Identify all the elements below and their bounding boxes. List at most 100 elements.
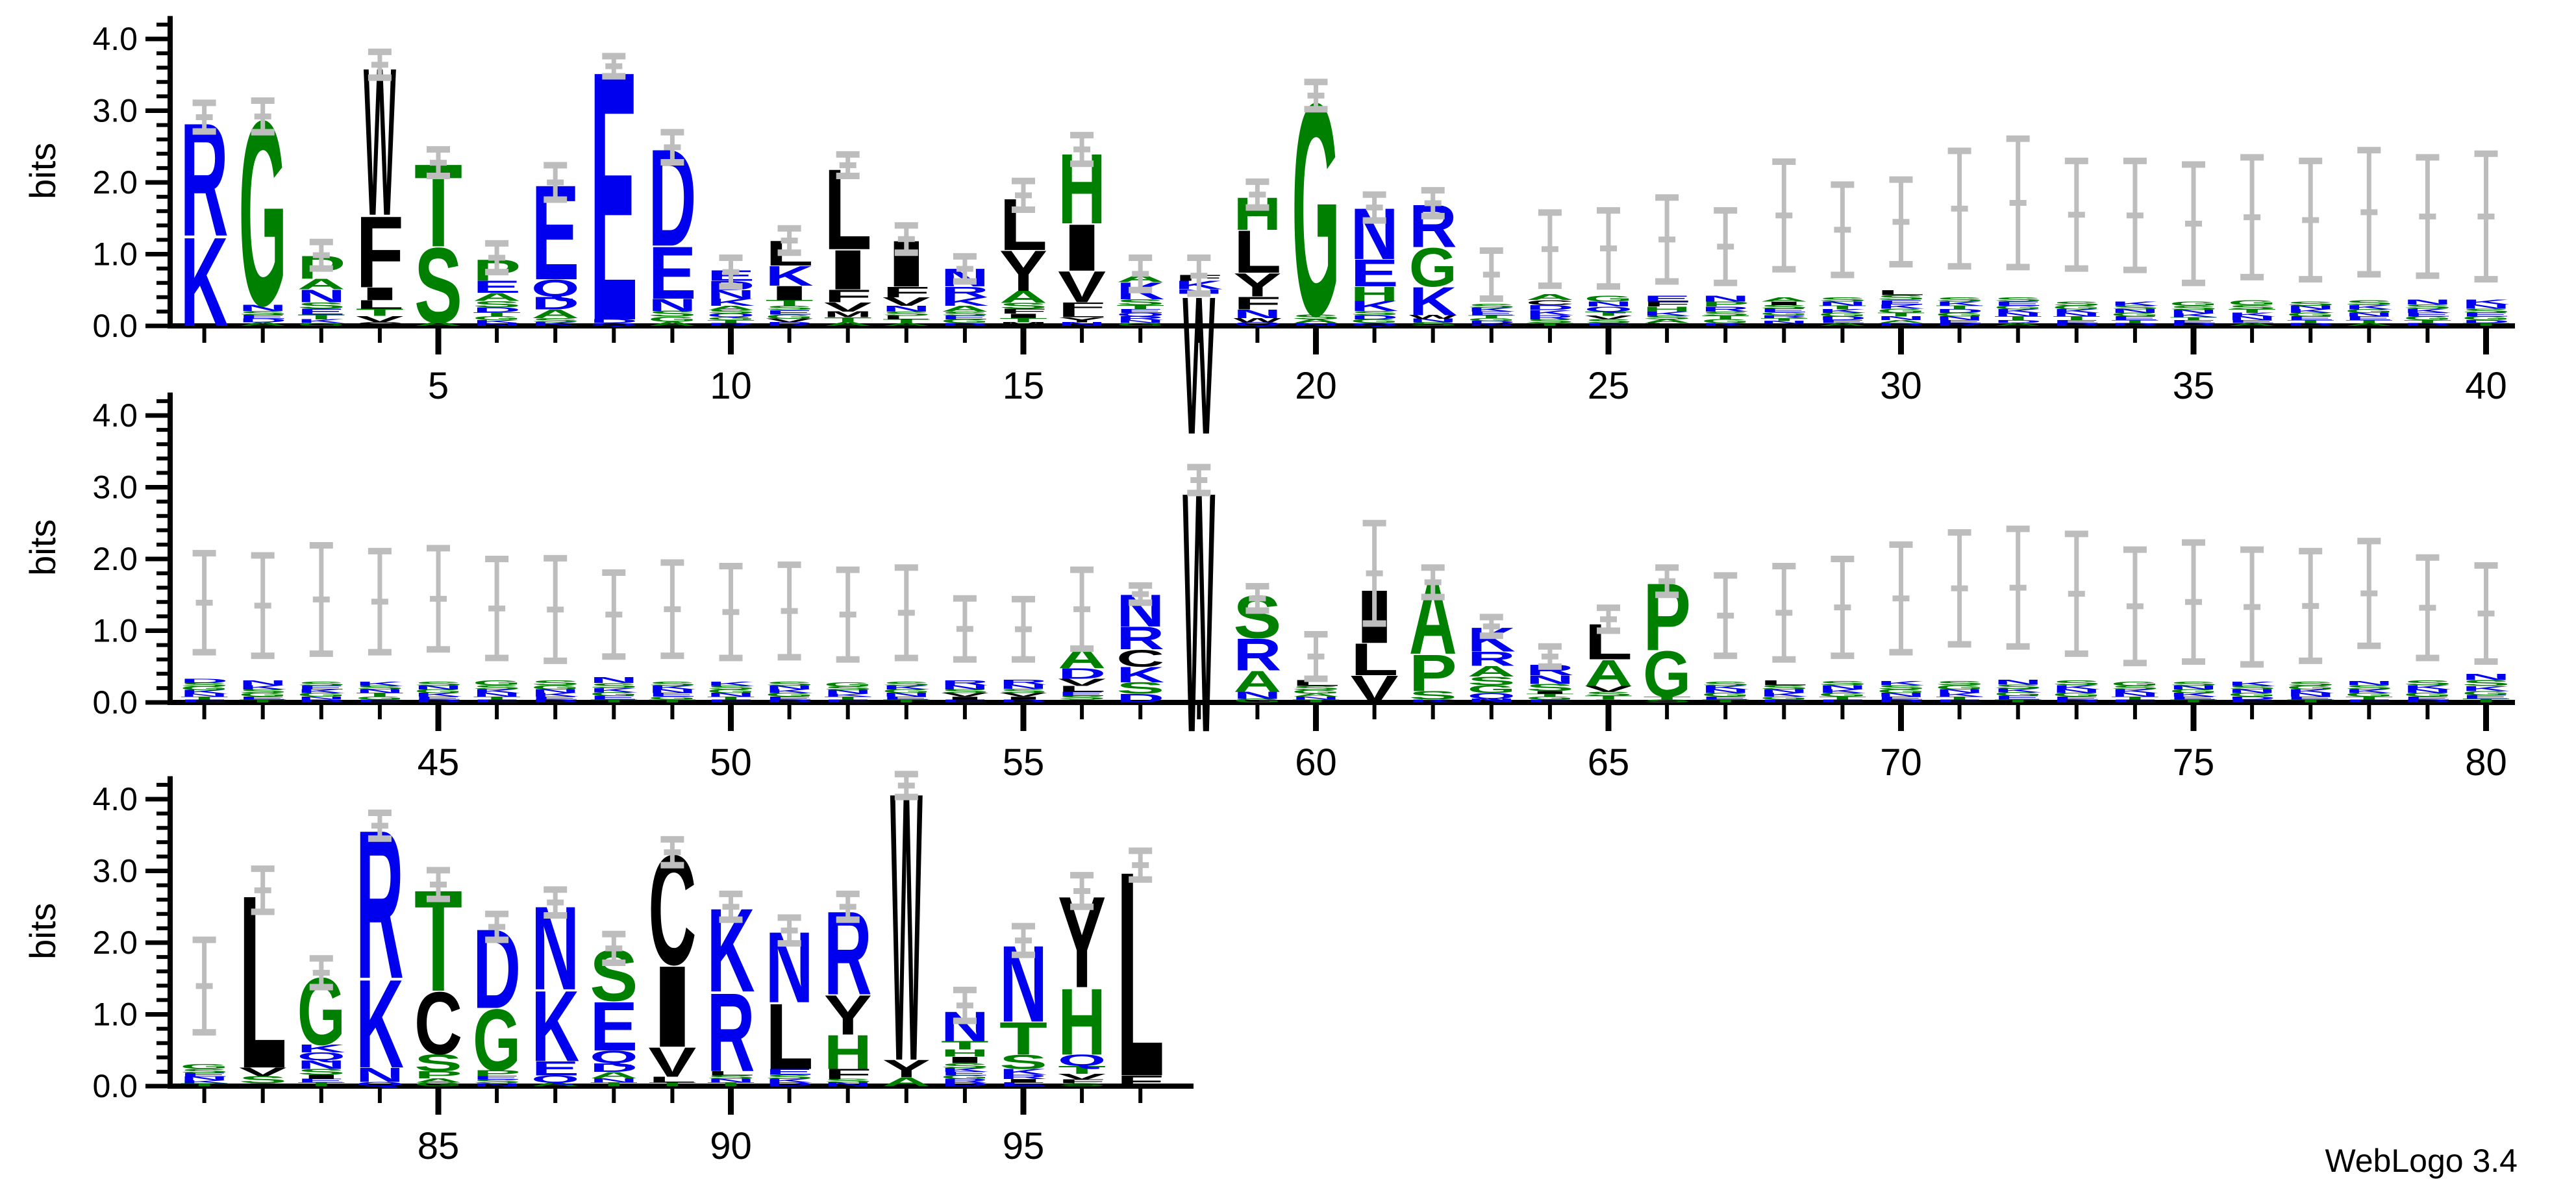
error-bar: [1070, 872, 1094, 910]
error-bar: [894, 222, 918, 256]
logo-letter-S: S: [1818, 680, 1866, 686]
error-bar: [309, 238, 333, 272]
logo-letter-K: K: [2170, 692, 2218, 698]
logo-letter-E: E: [473, 699, 521, 703]
x-tick-label: 5: [428, 365, 449, 407]
error-bar: [894, 771, 918, 800]
logo-letter-E: E: [1584, 322, 1632, 327]
logo-letter-G: G: [531, 684, 579, 691]
error-bar: [2299, 547, 2323, 664]
logo-letter-E: E: [1701, 696, 1749, 700]
logo-letter-M: M: [824, 310, 872, 319]
logo-letter-E: E: [1877, 696, 1925, 700]
error-bar: [2474, 562, 2498, 665]
logo-letter-S: S: [941, 1062, 989, 1070]
logo-letter-R: R: [1701, 305, 1749, 313]
error-bar: [2357, 538, 2381, 649]
x-tick-label: 10: [710, 365, 752, 407]
x-tick-label: 15: [1003, 365, 1045, 407]
logo-letter-N: N: [356, 689, 404, 695]
error-bar: [485, 556, 509, 662]
logo-letter-I: I: [941, 1055, 989, 1065]
logo-letter-V: V: [1584, 684, 1633, 693]
logo-letter-P: P: [1701, 301, 1749, 308]
logo-letter-Y: Y: [882, 1055, 931, 1084]
y-axis-title: bits: [22, 903, 63, 960]
logo-letter-N: N: [1584, 301, 1632, 308]
logo-letter-F: F: [1116, 1072, 1164, 1089]
logo-letter-T: T: [1994, 316, 2042, 321]
error-bar: [1012, 923, 1035, 958]
logo-letter-S: S: [1292, 313, 1340, 321]
logo-letter-T: T: [1292, 699, 1340, 703]
logo-letter-G: G: [297, 322, 345, 327]
logo-letter-T: T: [2403, 319, 2451, 324]
logo-letter-E: E: [882, 696, 931, 700]
logo-letter-N: N: [824, 1082, 872, 1087]
logo-letter-N: N: [531, 689, 579, 695]
logo-letter-K: K: [941, 295, 989, 308]
logo-letter-T: T: [2111, 696, 2159, 700]
logo-letter-A: A: [1760, 296, 1808, 303]
logo-letter-E: E: [1818, 699, 1866, 703]
logo-letter-R: R: [766, 321, 814, 327]
logo-letter-E: E: [648, 230, 696, 314]
error-bar: [1070, 566, 1094, 652]
logo-letter-K: K: [1994, 308, 2042, 314]
logo-letter-D: D: [531, 293, 579, 313]
error-bar: [836, 151, 860, 180]
logo-letter-K: K: [2403, 684, 2451, 691]
logo-letter-S: S: [2053, 679, 2101, 687]
logo-letter-K: K: [1760, 692, 1808, 698]
logo-letter-V: V: [1058, 1072, 1107, 1082]
error-bar: [1538, 209, 1562, 290]
logo-letter-N: N: [1701, 689, 1749, 695]
logo-letter-G: G: [648, 696, 696, 700]
logo-letter-Q: Q: [1058, 1052, 1106, 1070]
logo-letter-E: E: [999, 1082, 1047, 1087]
logo-letter-N: N: [1818, 684, 1866, 691]
error-bar: [719, 890, 743, 923]
logo-letter-A: A: [2228, 322, 2276, 327]
logo-letter-N: N: [882, 692, 931, 698]
logo-letter-E: E: [297, 307, 345, 316]
logo-letter-T: T: [1818, 305, 1866, 311]
logo-letter-S: S: [239, 1074, 287, 1085]
logo-letter-K: K: [1877, 303, 1925, 310]
logo-letter-A: A: [1468, 663, 1516, 680]
logo-letter-G: G: [941, 1074, 989, 1080]
logo-letter-V: V: [824, 300, 872, 314]
logo-letter-F: F: [356, 195, 404, 308]
logo-letter-A: A: [239, 321, 287, 327]
error-bar: [1070, 132, 1094, 167]
x-tick-label: 90: [710, 1125, 752, 1167]
logo-letter-G: G: [1116, 322, 1164, 327]
logo-letter-R: R: [941, 1078, 989, 1084]
logo-letter-W: W: [1409, 314, 1457, 320]
logo-letter-I: I: [297, 1074, 345, 1080]
logo-letter-K: K: [1643, 310, 1691, 317]
logo-letter-I: I: [1584, 699, 1632, 703]
logo-letter-N: N: [2170, 309, 2218, 315]
logo-stack: GNRQETSKA: [1116, 273, 1164, 327]
y-tick-label: 4.0: [92, 781, 138, 817]
logo-letter-S: S: [1643, 699, 1691, 703]
logo-letter-I: I: [1058, 699, 1106, 703]
logo-letter-R: R: [1233, 630, 1281, 680]
logo-letter-S: S: [2170, 680, 2218, 687]
logo-letter-G: G: [473, 679, 521, 687]
logo-letter-E: E: [2053, 696, 2101, 700]
logo-letter-D: D: [297, 699, 345, 703]
logo-letter-D: D: [2403, 699, 2451, 703]
error-bar: [192, 99, 216, 135]
